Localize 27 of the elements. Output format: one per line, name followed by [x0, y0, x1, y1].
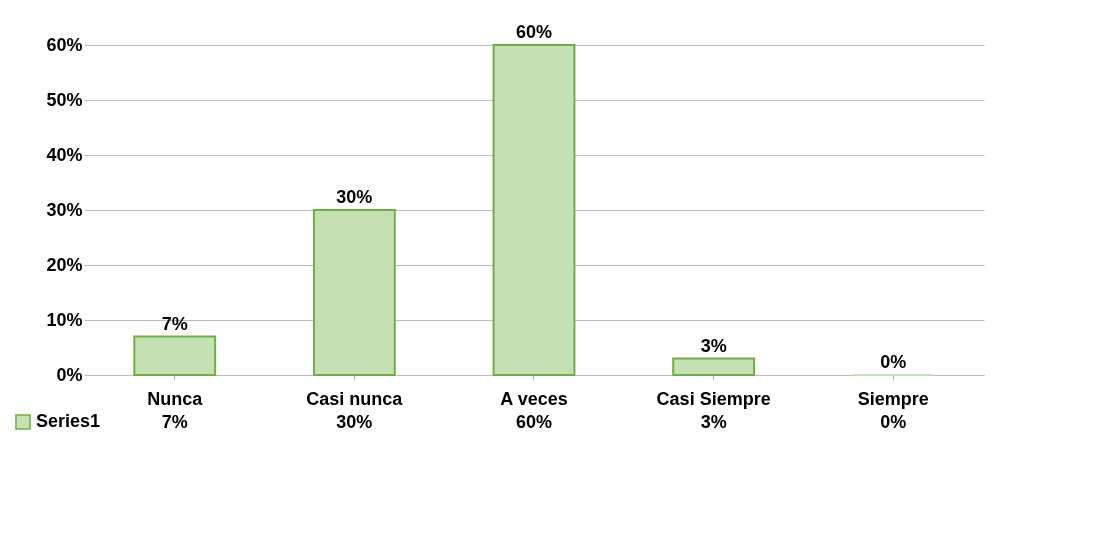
- x-tick-label: A veces: [500, 388, 568, 409]
- data-label: 0%: [880, 412, 907, 432]
- x-tick-label: Casi nunca: [306, 388, 404, 409]
- y-tick-label: 60%: [46, 34, 83, 55]
- y-tick-label: 50%: [46, 89, 83, 110]
- x-tick-label: Nunca: [147, 388, 204, 409]
- y-tick-label: 40%: [46, 144, 83, 165]
- text: 30%: [336, 187, 373, 207]
- bar: [672, 357, 756, 376]
- text: 3%: [700, 335, 727, 356]
- y-tick-label: 30%: [46, 199, 83, 220]
- x-tick-label: Siempre: [857, 388, 929, 409]
- bar: [312, 209, 396, 376]
- bar: [492, 44, 576, 376]
- y-tick-label: 10%: [46, 309, 83, 330]
- y-tick-label: 20%: [46, 254, 83, 275]
- data-label: 30%: [336, 412, 373, 432]
- legend-label: Series1: [36, 411, 101, 431]
- text: 60%: [515, 22, 553, 42]
- text: 7%: [161, 313, 188, 334]
- x-tick-label: Casi Siempre: [656, 388, 771, 409]
- text: 0%: [880, 352, 907, 372]
- data-label: 7%: [161, 412, 188, 432]
- data-label: 60%: [515, 412, 553, 432]
- data-label: 3%: [700, 412, 727, 432]
- y-tick-label: 0%: [56, 364, 83, 385]
- bar: [133, 335, 217, 376]
